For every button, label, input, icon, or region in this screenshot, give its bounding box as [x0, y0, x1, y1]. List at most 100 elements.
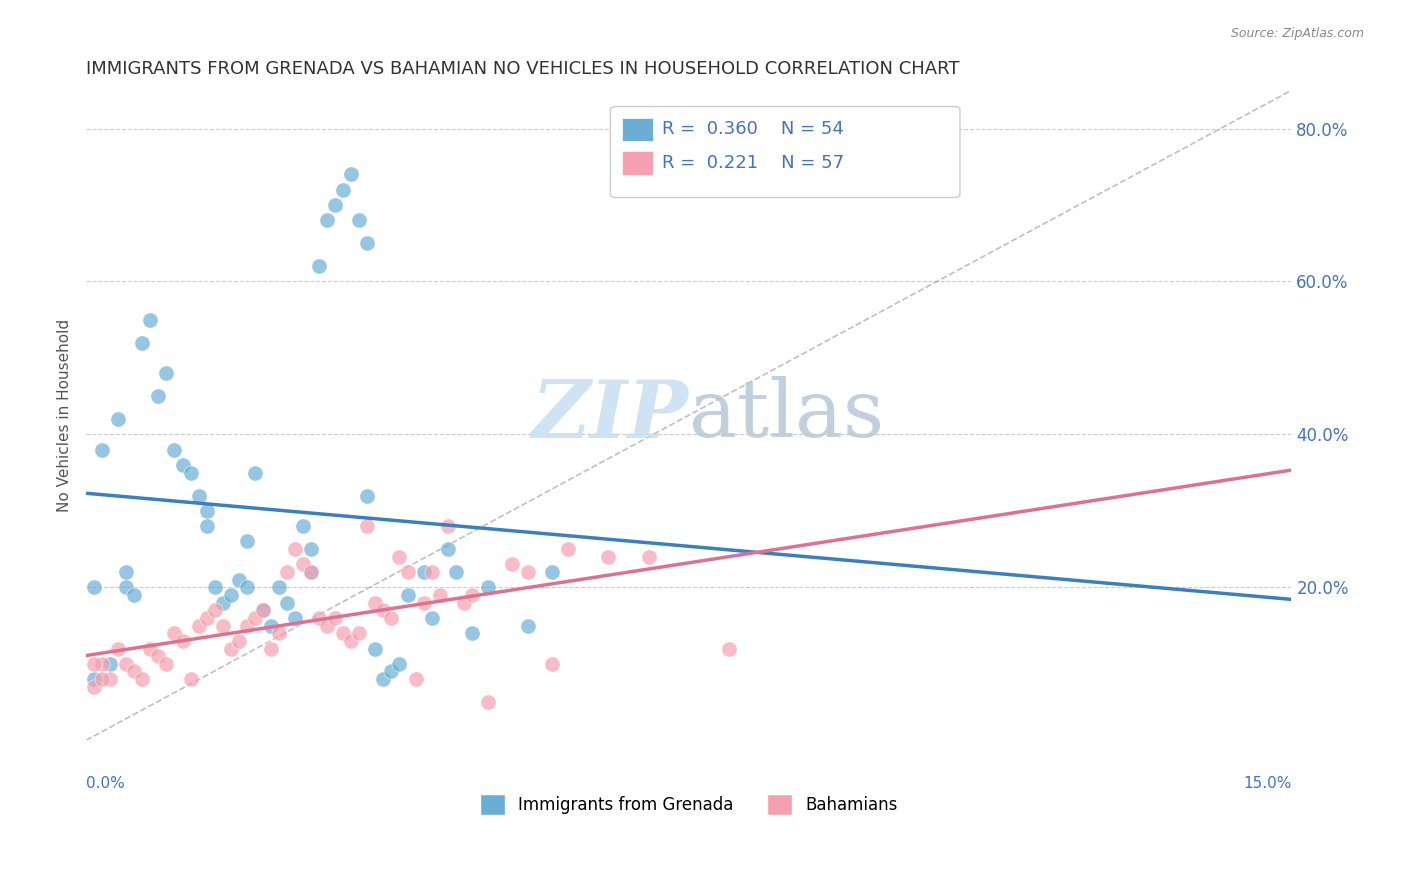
Point — [236, 618, 259, 632]
Point — [299, 542, 322, 557]
Point — [124, 665, 146, 679]
Point — [228, 633, 250, 648]
Point — [373, 672, 395, 686]
Point — [461, 588, 484, 602]
Text: atlas: atlas — [689, 376, 884, 454]
Point — [211, 596, 233, 610]
Legend: Immigrants from Grenada, Bahamians: Immigrants from Grenada, Bahamians — [474, 788, 904, 822]
Point — [541, 565, 564, 579]
Point — [276, 565, 298, 579]
Point — [412, 596, 434, 610]
Point — [236, 580, 259, 594]
Point — [195, 504, 218, 518]
Point — [115, 565, 138, 579]
Point — [349, 626, 371, 640]
Point — [420, 611, 443, 625]
Text: Source: ZipAtlas.com: Source: ZipAtlas.com — [1230, 27, 1364, 40]
Point — [260, 641, 283, 656]
Point — [211, 618, 233, 632]
Point — [541, 657, 564, 671]
Point — [219, 588, 242, 602]
Point — [637, 549, 659, 564]
Point — [557, 542, 579, 557]
Point — [349, 213, 371, 227]
FancyBboxPatch shape — [623, 152, 652, 175]
Point — [267, 580, 290, 594]
Point — [131, 672, 153, 686]
Point — [83, 680, 105, 694]
Point — [316, 618, 339, 632]
Point — [204, 603, 226, 617]
Point — [148, 389, 170, 403]
Point — [501, 558, 523, 572]
Point — [396, 588, 419, 602]
Point — [323, 611, 346, 625]
Point — [228, 573, 250, 587]
Point — [83, 580, 105, 594]
Point — [340, 633, 363, 648]
Point — [453, 596, 475, 610]
Point — [308, 611, 330, 625]
Point — [163, 626, 186, 640]
Point — [405, 672, 427, 686]
Point — [388, 549, 411, 564]
Point — [598, 549, 620, 564]
Point — [115, 657, 138, 671]
Point — [340, 167, 363, 181]
Point — [172, 458, 194, 472]
Y-axis label: No Vehicles in Household: No Vehicles in Household — [58, 318, 72, 512]
Text: 15.0%: 15.0% — [1243, 776, 1292, 791]
Point — [236, 534, 259, 549]
Point — [373, 603, 395, 617]
Point — [91, 672, 114, 686]
Point — [477, 580, 499, 594]
Point — [517, 618, 540, 632]
Point — [260, 618, 283, 632]
Point — [396, 565, 419, 579]
Point — [219, 641, 242, 656]
Point — [243, 611, 266, 625]
Point — [139, 312, 162, 326]
Point — [517, 565, 540, 579]
Text: ZIP: ZIP — [531, 376, 689, 454]
Point — [139, 641, 162, 656]
Point — [107, 641, 129, 656]
Point — [107, 412, 129, 426]
Point — [364, 596, 387, 610]
Point — [115, 580, 138, 594]
Point — [252, 603, 274, 617]
Point — [91, 442, 114, 457]
Point — [477, 695, 499, 709]
Text: IMMIGRANTS FROM GRENADA VS BAHAMIAN NO VEHICLES IN HOUSEHOLD CORRELATION CHART: IMMIGRANTS FROM GRENADA VS BAHAMIAN NO V… — [86, 60, 959, 78]
Point — [172, 633, 194, 648]
Point — [148, 649, 170, 664]
Point — [204, 580, 226, 594]
Point — [332, 183, 354, 197]
Point — [332, 626, 354, 640]
FancyBboxPatch shape — [610, 106, 960, 197]
Point — [131, 335, 153, 350]
Point — [412, 565, 434, 579]
Point — [195, 611, 218, 625]
Text: 0.0%: 0.0% — [86, 776, 125, 791]
Point — [155, 366, 177, 380]
Point — [284, 611, 307, 625]
Point — [420, 565, 443, 579]
Point — [316, 213, 339, 227]
Point — [98, 657, 121, 671]
Point — [83, 672, 105, 686]
Point — [429, 588, 451, 602]
Point — [436, 542, 458, 557]
Text: R =  0.360    N = 54: R = 0.360 N = 54 — [662, 120, 844, 138]
Point — [155, 657, 177, 671]
Point — [195, 519, 218, 533]
Point — [187, 618, 209, 632]
Point — [98, 672, 121, 686]
Point — [323, 198, 346, 212]
Point — [187, 489, 209, 503]
Point — [276, 596, 298, 610]
Point — [380, 665, 402, 679]
Point — [180, 672, 202, 686]
Point — [356, 489, 378, 503]
Point — [308, 259, 330, 273]
